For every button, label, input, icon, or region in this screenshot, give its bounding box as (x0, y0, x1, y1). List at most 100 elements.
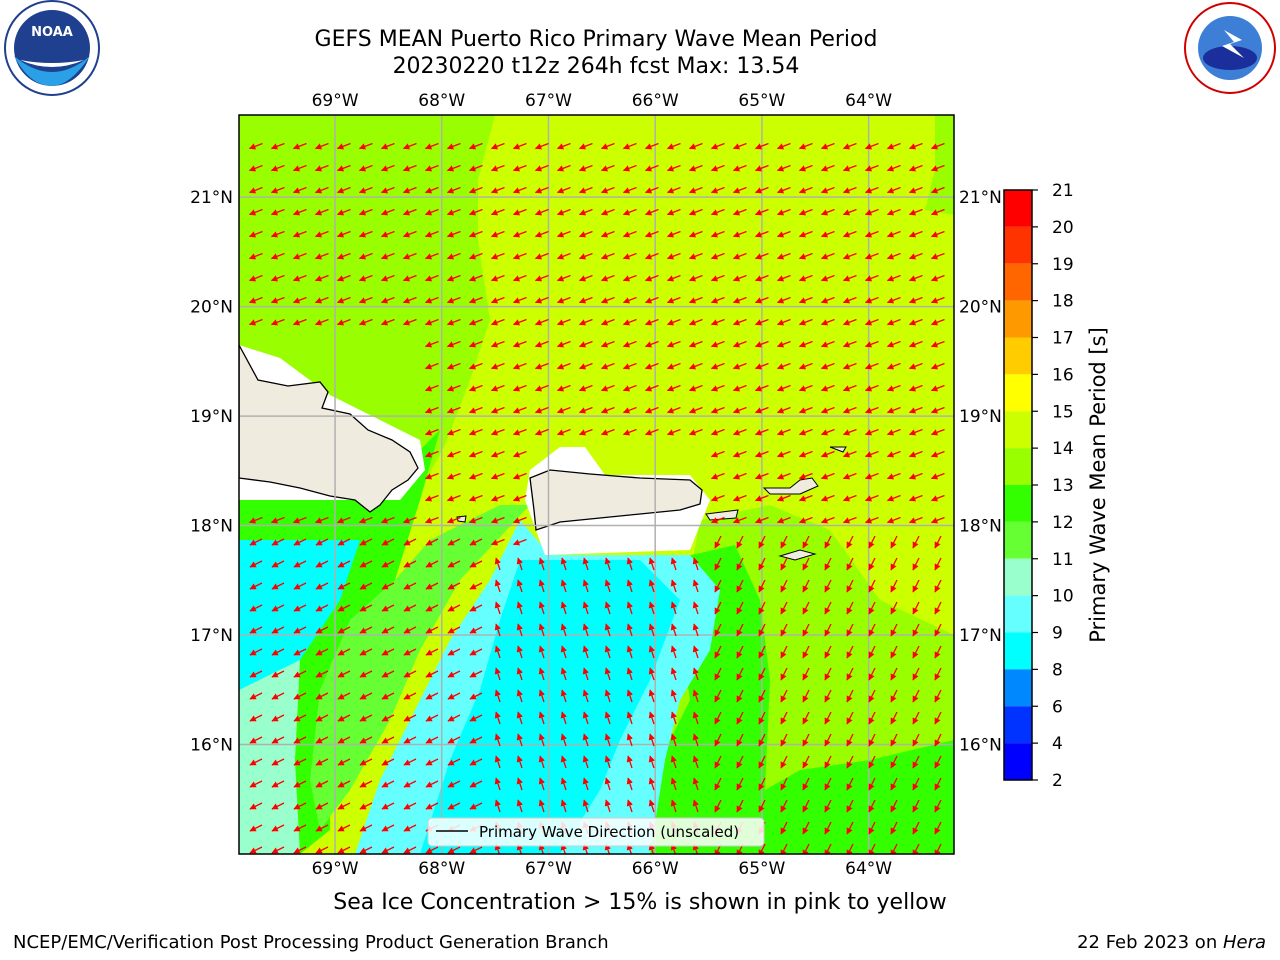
wave-arrow (425, 692, 439, 700)
wave-arrow (644, 186, 659, 194)
wave-arrow (692, 645, 699, 659)
wave-arrow (648, 667, 655, 681)
wave-arrow (934, 799, 942, 813)
wave-arrow (494, 777, 501, 791)
wave-arrow (494, 623, 501, 637)
wave-arrow (754, 142, 769, 150)
wave-arrow (846, 755, 854, 769)
wave-arrow (736, 645, 744, 659)
wave-arrow (842, 186, 857, 194)
wave-arrow (802, 557, 810, 571)
period-field-8-west (239, 540, 360, 700)
wave-arrow (820, 274, 835, 282)
wave-arrow (446, 208, 461, 216)
wave-arrow (604, 733, 611, 747)
wave-arrow (670, 623, 677, 637)
wave-arrow (688, 362, 703, 370)
wave-arrow (337, 626, 351, 634)
wave-arrow (798, 406, 813, 414)
wave-arrow (468, 274, 483, 282)
wave-arrow (622, 428, 637, 436)
wave-arrow (359, 802, 373, 810)
wave-arrow (710, 142, 725, 150)
wave-arrow (425, 648, 439, 656)
wave-arrow (424, 252, 439, 260)
wave-arrow (824, 843, 832, 854)
wave-arrow (512, 142, 527, 150)
wave-arrow (732, 428, 747, 436)
wave-arrow (934, 645, 942, 659)
wave-arrow (776, 428, 791, 436)
wave-arrow (798, 274, 813, 282)
wave-arrow (469, 604, 483, 612)
wave-arrow (934, 667, 942, 681)
wave-arrow (337, 846, 351, 854)
wave-arrow (560, 579, 567, 593)
wave-arrow (820, 142, 835, 150)
wave-arrow (626, 623, 633, 637)
lat-label-left: 20°N (190, 298, 233, 318)
wave-arrow (758, 733, 766, 747)
wave-arrow (908, 472, 923, 480)
wave-arrow (293, 670, 307, 678)
wave-arrow (626, 667, 633, 681)
wave-arrow (842, 142, 857, 150)
wave-arrow (314, 164, 329, 172)
wave-arrow (692, 579, 699, 593)
wave-arrow (846, 535, 854, 549)
lat-axis-right: 21°N 20°N 19°N 18°N 17°N 16°N (959, 188, 1002, 755)
wave-arrow (425, 670, 439, 678)
wave-arrow (934, 821, 942, 835)
wave-arrow (402, 164, 417, 172)
wave-arrow (886, 362, 901, 370)
wave-arrow (692, 711, 699, 725)
wave-arrow (336, 142, 351, 150)
wave-arrow (516, 689, 523, 703)
wave-arrow (469, 758, 483, 766)
lon-axis-top: 69°W 68°W 67°W 66°W 65°W 64°W (312, 91, 893, 111)
wave-arrow (337, 560, 351, 568)
wave-arrow (490, 230, 505, 238)
wave-arrow (337, 736, 351, 744)
wave-arrow (358, 208, 373, 216)
wave-arrow (293, 538, 307, 546)
wave-arrow (314, 274, 329, 282)
wave-arrow (446, 450, 461, 458)
wave-arrow (886, 428, 901, 436)
wave-arrow (692, 799, 699, 813)
wave-arrow (424, 516, 439, 524)
wave-arrow (824, 821, 832, 835)
wave-arrow (622, 208, 637, 216)
wave-arrow (469, 846, 483, 854)
colorbar-segment (1004, 595, 1032, 633)
wave-arrow (424, 318, 439, 326)
wave-arrow (538, 755, 545, 769)
wave-arrow (512, 318, 527, 326)
wave-arrow (934, 689, 942, 703)
map-plot-area (239, 115, 954, 854)
wave-arrow (359, 758, 373, 766)
wave-arrow (534, 406, 549, 414)
wave-arrow (512, 296, 527, 304)
wave-arrow (582, 711, 589, 725)
wave-arrow (842, 384, 857, 392)
wave-arrow (578, 318, 593, 326)
wave-arrow (468, 384, 483, 392)
wave-arrow (538, 601, 545, 615)
puerto-rico-land (529, 469, 703, 531)
wave-arrow (710, 296, 725, 304)
wave-arrow (842, 428, 857, 436)
wave-arrow (468, 340, 483, 348)
wave-arrow (249, 560, 263, 568)
wave-arrow (846, 667, 854, 681)
wave-arrow (930, 406, 945, 414)
wave-arrow (934, 843, 942, 854)
wave-arrow (337, 824, 351, 832)
colorbar-segment (1004, 226, 1032, 264)
wave-arrow (886, 318, 901, 326)
wave-arrow (292, 208, 307, 216)
wave-arrow (648, 623, 655, 637)
wave-arrow (315, 714, 329, 722)
wave-arrow (714, 601, 722, 615)
wave-arrow (776, 208, 791, 216)
